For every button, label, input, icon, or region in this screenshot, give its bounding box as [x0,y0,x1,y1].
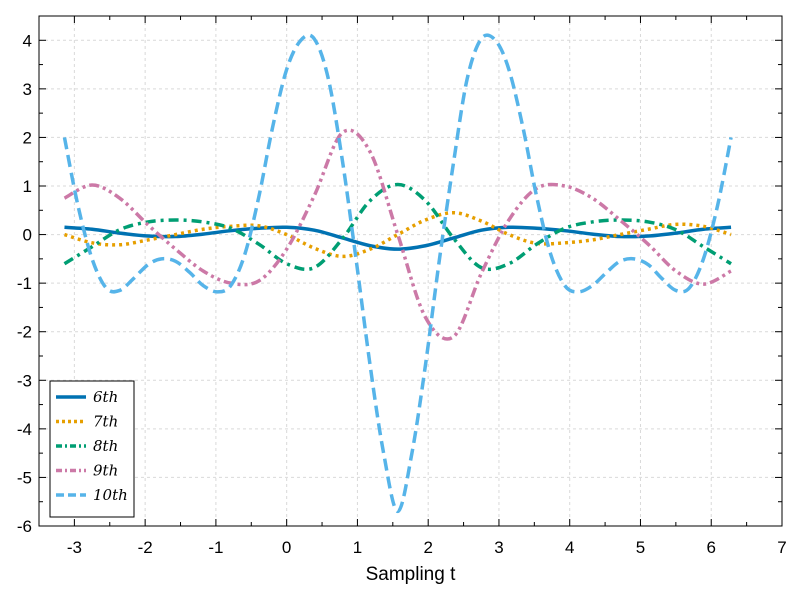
legend-label-8th: 8th [93,437,118,455]
x-tick-label: 2 [423,538,432,557]
series-line-6th [64,225,732,251]
x-tick-label: 6 [707,538,716,557]
y-tick-label: -4 [17,420,32,439]
series-line-8th [63,182,732,272]
series-line-7th [63,210,732,259]
tick-labels: -3 -2 -1 0 1 2 3 4 5 6 7 -6 -5 -4 -3 -2 -1 0 1 2 3 4 [17,31,787,557]
y-tick-label: 0 [23,226,32,245]
y-tick-label: 2 [23,128,32,147]
legend-label-7th: 7th [93,413,118,431]
x-tick-label: 5 [636,538,645,557]
legend-label-6th: 6th [93,388,118,406]
legend: 6th 7th 8th 9th 10th [49,380,135,518]
y-tick-label: 1 [23,177,32,196]
x-axis-title: Sampling t [366,564,456,585]
plot-area [62,33,733,514]
legend-label-10th: 10th [93,486,128,504]
axis-ticks [38,15,783,527]
x-tick-label: 1 [353,538,362,557]
x-tick-label: -1 [208,538,223,557]
x-tick-label: 4 [565,538,574,557]
grid [39,16,783,527]
y-tick-label: -2 [17,323,32,342]
series-line-10th [62,33,733,514]
plot-frame [38,15,783,527]
y-tick-label: -3 [17,371,32,390]
x-tick-label: 7 [777,538,786,557]
series-line-9th [63,128,732,341]
x-tick-label: 3 [494,538,503,557]
y-tick-label: 3 [23,80,32,99]
x-tick-label: -3 [67,538,82,557]
y-tick-label: -5 [17,468,32,487]
x-tick-label: 0 [282,538,291,557]
y-tick-label: -6 [17,517,32,536]
y-tick-label: 4 [23,31,32,50]
x-tick-label: -2 [138,538,153,557]
legend-label-9th: 9th [93,462,118,480]
y-tick-label: -1 [17,274,32,293]
